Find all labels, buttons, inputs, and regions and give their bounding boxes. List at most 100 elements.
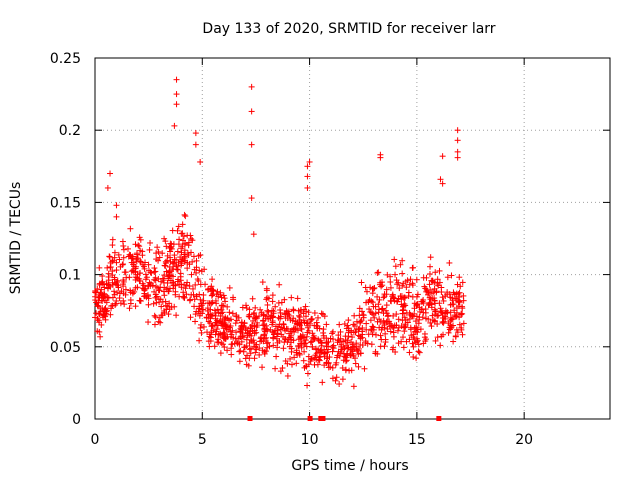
data-point (165, 311, 172, 318)
data-point (377, 279, 384, 286)
data-point (355, 332, 362, 339)
data-point (161, 235, 168, 242)
data-point (152, 294, 159, 301)
data-point (135, 242, 142, 249)
data-point (351, 322, 358, 329)
data-point (336, 321, 343, 328)
data-point (207, 285, 214, 292)
data-point (345, 344, 352, 351)
data-point (394, 327, 401, 334)
data-point (99, 273, 106, 280)
data-point (409, 312, 416, 319)
data-point (120, 278, 127, 285)
data-point (109, 257, 116, 264)
data-point (134, 284, 141, 291)
data-point (401, 294, 408, 301)
data-point (206, 319, 213, 326)
data-point (176, 293, 183, 300)
data-point (102, 316, 109, 323)
data-point (192, 281, 199, 288)
data-point (309, 330, 316, 337)
data-points (92, 76, 467, 421)
data-point (333, 359, 340, 366)
data-point (220, 325, 227, 332)
data-point (321, 313, 328, 320)
data-point (214, 306, 221, 313)
data-point (358, 308, 365, 315)
data-point (94, 315, 101, 322)
data-point (390, 312, 397, 319)
data-point (457, 311, 464, 318)
y-tick-label: 0.2 (59, 123, 81, 139)
data-point (422, 309, 429, 316)
axis-ticks (94, 57, 610, 420)
data-point (431, 279, 438, 286)
data-point (113, 297, 120, 304)
data-point (97, 308, 104, 315)
data-point (141, 293, 148, 300)
data-point (93, 289, 100, 296)
data-point (202, 281, 209, 288)
data-point (325, 364, 332, 371)
data-point (211, 343, 218, 350)
data-point (455, 303, 462, 310)
data-point (434, 334, 441, 341)
data-point (420, 274, 427, 281)
data-point (184, 232, 191, 239)
data-point (150, 300, 157, 307)
data-point (206, 333, 213, 340)
data-point (371, 314, 378, 321)
data-point (178, 260, 185, 267)
data-point (199, 300, 206, 307)
data-point (246, 346, 253, 353)
data-point (408, 332, 415, 339)
data-point (112, 302, 119, 309)
data-point (188, 291, 195, 298)
data-point (213, 291, 220, 298)
data-point (333, 354, 340, 361)
data-point (456, 274, 463, 281)
data-point (355, 363, 362, 370)
data-point (374, 293, 381, 300)
data-point (264, 301, 271, 308)
data-point (440, 297, 447, 304)
data-point (99, 297, 106, 304)
data-point (447, 314, 454, 321)
x-tick-label: 15 (408, 432, 426, 448)
data-point (363, 326, 370, 333)
data-point (217, 306, 224, 313)
data-point (265, 308, 272, 315)
data-point (227, 322, 234, 329)
data-point (123, 274, 130, 281)
data-point (307, 320, 314, 327)
plot-frame (94, 57, 611, 420)
data-point (207, 315, 214, 322)
data-point (201, 323, 208, 330)
data-point (321, 362, 328, 369)
data-point (97, 305, 104, 312)
data-point (246, 311, 253, 318)
data-point (109, 268, 116, 275)
data-point (399, 270, 406, 277)
data-point (438, 309, 445, 316)
data-point (359, 328, 366, 335)
data-point (242, 302, 249, 309)
data-point (212, 331, 219, 338)
data-point (413, 276, 420, 283)
data-point (157, 319, 164, 326)
data-point (136, 275, 143, 282)
data-point (109, 242, 116, 249)
data-point (454, 137, 461, 144)
data-point (175, 259, 182, 266)
data-point (433, 289, 440, 296)
data-point (280, 345, 287, 352)
data-point (268, 313, 275, 320)
data-point (424, 288, 431, 295)
data-point (197, 296, 204, 303)
data-point (364, 340, 371, 347)
data-point (381, 343, 388, 350)
data-point (426, 281, 433, 288)
data-point (315, 337, 322, 344)
data-point (287, 355, 294, 362)
data-point (169, 227, 176, 234)
